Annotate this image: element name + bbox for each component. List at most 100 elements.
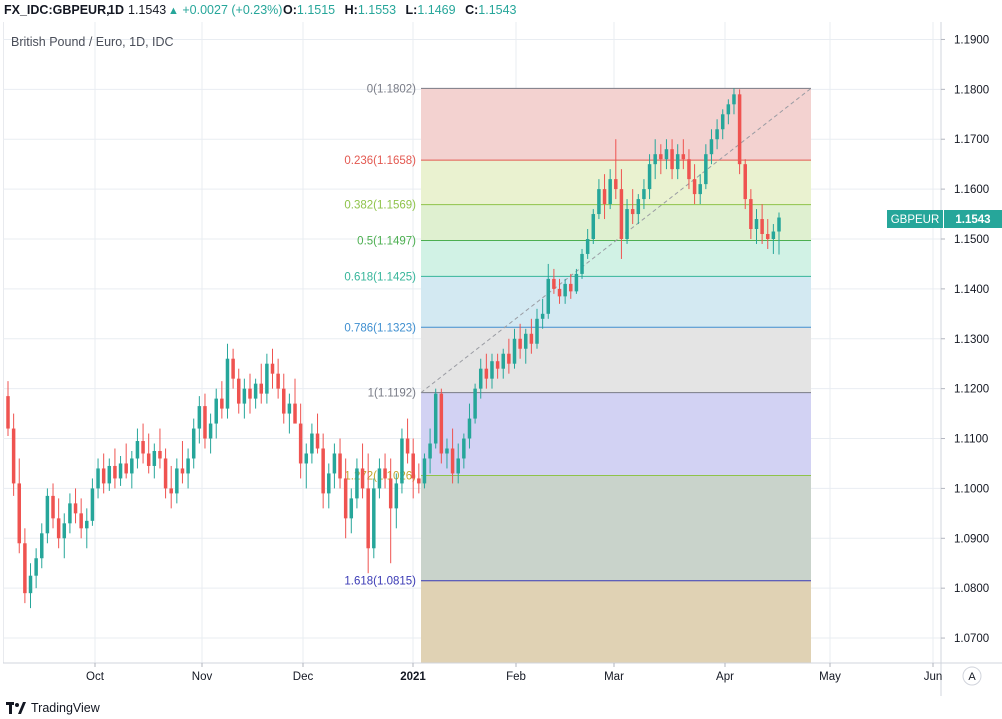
- candle-body: [777, 217, 781, 232]
- price-badge: GBPEUR 1.1543: [887, 210, 1002, 228]
- candle-body: [327, 473, 331, 494]
- candle-body: [524, 333, 528, 349]
- timeframe-label[interactable]: 1D: [108, 3, 124, 17]
- tradingview-logo-icon[interactable]: [6, 701, 26, 715]
- open-label: O:: [283, 3, 297, 17]
- auto-scale-label[interactable]: A: [968, 671, 976, 683]
- fib-trend-line[interactable]: [420, 87, 812, 394]
- candle-body: [484, 368, 489, 379]
- x-tick-label: Apr: [716, 671, 734, 683]
- candle-body: [754, 219, 759, 230]
- candle-body: [225, 358, 230, 409]
- y-tick-label: 1.1700: [954, 134, 989, 146]
- candle-body: [101, 468, 106, 484]
- candle-body: [287, 403, 292, 414]
- candle-body: [675, 154, 680, 170]
- candle-body: [79, 513, 83, 529]
- chart-title: British Pound / Euro, 1D, IDC: [11, 35, 174, 49]
- candle-body: [732, 94, 736, 105]
- candle-body: [360, 468, 365, 489]
- y-tick-label: 1.1400: [954, 284, 989, 296]
- candle-body: [310, 433, 314, 454]
- candle-body: [439, 393, 444, 454]
- candle-body: [203, 406, 207, 439]
- candle-body: [293, 403, 297, 424]
- candle-body: [163, 458, 168, 489]
- last-price: 1.1543: [128, 3, 167, 17]
- fib-level-label: 1.618(1.0815): [344, 576, 416, 588]
- time-axis[interactable]: Oct Nov Dec 2021 Feb Mar Apr May Jun: [3, 662, 1002, 683]
- fibonacci-retracement[interactable]: 0(1.1802) 0.236(1.1658) 0.382(1.1569) 0.5(1…: [344, 83, 812, 663]
- candle-body: [124, 463, 128, 474]
- candle-body: [726, 104, 731, 115]
- candle-body: [749, 199, 753, 230]
- candle-body: [242, 388, 247, 404]
- candle-body: [304, 453, 309, 464]
- candle-body: [118, 463, 123, 479]
- auto-scale-circle[interactable]: [962, 666, 982, 686]
- candle-body: [23, 543, 27, 594]
- high-label: H:: [344, 3, 358, 17]
- symbol-label[interactable]: FX_IDC:GBPEUR,: [4, 3, 110, 17]
- candle-body: [343, 478, 348, 519]
- badge-value: 1.1543: [955, 214, 990, 226]
- candle-body: [11, 428, 16, 484]
- candle-body: [529, 333, 534, 344]
- fib-zone: [421, 276, 811, 328]
- candle-body: [146, 453, 151, 466]
- candle-body: [259, 383, 263, 394]
- candle-body: [191, 428, 196, 459]
- chart-svg[interactable]: 0(1.1802) 0.236(1.1658) 0.382(1.1569) 0.5(1…: [2, 22, 1002, 696]
- up-arrow-icon: ▲: [168, 5, 179, 17]
- candle-body: [17, 483, 22, 544]
- x-tick-label: Mar: [604, 671, 624, 683]
- chart-area[interactable]: 0(1.1802) 0.236(1.1658) 0.382(1.1569) 0.5(1…: [2, 22, 1002, 696]
- candle-body: [597, 189, 601, 215]
- candle-body: [276, 373, 280, 389]
- candle-body: [715, 129, 719, 140]
- candle-body: [270, 363, 275, 374]
- candle-body: [417, 478, 421, 484]
- candle-body: [569, 283, 573, 292]
- auto-scale-button[interactable]: A: [962, 666, 982, 686]
- price-axis[interactable]: 1.1900 1.1800 1.1700 1.1600 1.1500 1.1400 1.13…: [940, 22, 989, 696]
- close-value: 1.1543: [478, 3, 517, 17]
- candle-body: [540, 313, 545, 319]
- candle-body: [383, 468, 387, 479]
- fib-level-label: 0.786(1.1323): [344, 322, 416, 334]
- y-tick-label: 1.1100: [954, 434, 988, 446]
- candle-body: [433, 393, 438, 444]
- candle-body: [490, 361, 494, 379]
- footer: TradingView: [0, 697, 1002, 719]
- candle-body: [298, 423, 303, 464]
- candle-body: [771, 231, 776, 239]
- candle-body: [467, 418, 472, 439]
- candle-body: [743, 164, 747, 200]
- candle-body: [720, 114, 725, 130]
- candle-body: [653, 154, 657, 165]
- x-tick-label: May: [819, 671, 841, 683]
- candle-body: [96, 468, 100, 489]
- candle-body: [642, 189, 646, 200]
- y-tick-label: 1.1900: [954, 34, 989, 46]
- candle-body: [473, 388, 477, 419]
- candle-body: [107, 465, 112, 484]
- fib-level-label: 0.5(1.1497): [357, 235, 416, 247]
- candle-body: [462, 438, 466, 459]
- candle-body: [372, 488, 376, 549]
- candle-body: [625, 209, 629, 239]
- candle-body: [6, 396, 10, 429]
- candle-body: [332, 453, 337, 474]
- candle-body: [422, 458, 427, 484]
- price-change-value: +0.0027 (+0.23%): [182, 3, 283, 17]
- candle-body: [411, 453, 415, 479]
- candle-body: [68, 503, 72, 524]
- candle-body: [253, 383, 258, 399]
- candle-body: [214, 398, 218, 424]
- logo-wedge: [18, 702, 26, 714]
- candle-body: [512, 338, 517, 364]
- tradingview-brand[interactable]: TradingView: [31, 701, 100, 715]
- candle-body: [704, 154, 708, 185]
- candle-body: [709, 139, 714, 155]
- candle-body: [366, 488, 370, 549]
